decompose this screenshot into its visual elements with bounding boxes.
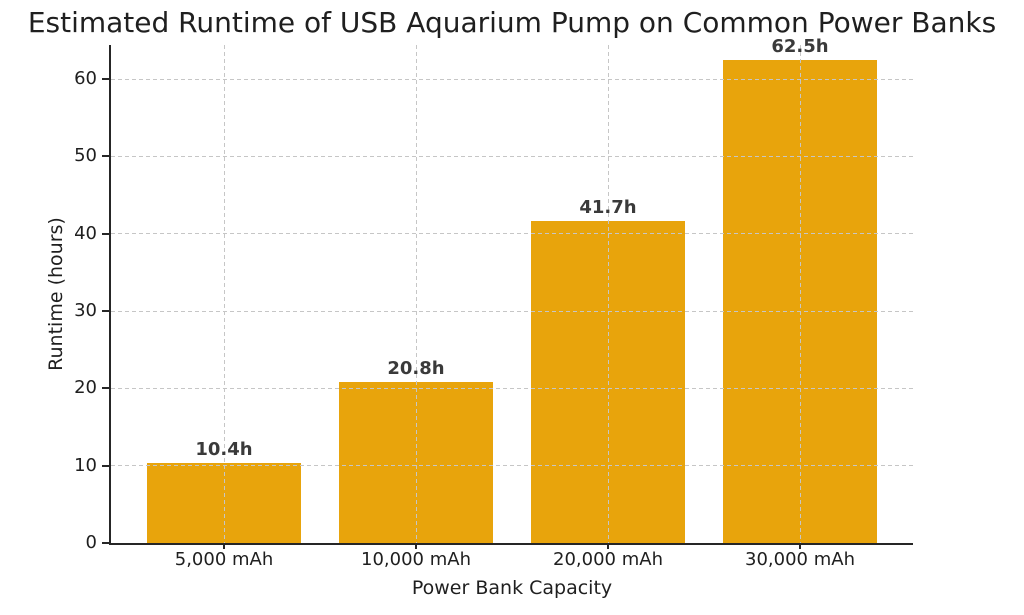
y-tick-mark — [102, 387, 111, 390]
y-tick-mark — [102, 464, 111, 467]
y-tick-label: 50 — [74, 145, 97, 167]
y-axis-spine — [109, 45, 111, 545]
x-tick-label: 20,000 mAh — [553, 549, 663, 570]
gridline-vertical — [607, 45, 609, 543]
gridlines — [111, 45, 913, 543]
x-tick-mark — [607, 543, 609, 549]
bar-value-label: 41.7h — [579, 196, 637, 218]
bar-value-labels: 10.4h 20.8h 41.7h 62.5h — [111, 36, 913, 543]
gridline-horizontal — [111, 310, 913, 312]
gridline-horizontal — [111, 465, 913, 467]
y-tick-mark — [102, 78, 111, 81]
gridline-horizontal — [111, 387, 913, 389]
gridline-vertical — [223, 45, 225, 543]
bar-value-label: 20.8h — [387, 358, 445, 380]
y-tick-mark — [102, 232, 111, 235]
x-tick-mark — [223, 543, 225, 549]
x-axis-label: Power Bank Capacity — [411, 577, 613, 599]
x-tick-mark — [799, 543, 801, 549]
y-tick-label: 20 — [74, 377, 97, 399]
gridline-horizontal — [111, 155, 913, 157]
y-tick-mark — [102, 155, 111, 158]
x-tick-label: 10,000 mAh — [361, 549, 471, 570]
bar-value-label: 10.4h — [195, 438, 253, 460]
y-tick-label: 60 — [74, 68, 97, 90]
bar-value-label: 62.5h — [771, 35, 829, 57]
gridline-vertical — [415, 45, 417, 543]
x-tick-label: 5,000 mAh — [174, 549, 274, 570]
y-tick-label: 40 — [74, 222, 97, 244]
y-tick-label: 0 — [85, 532, 97, 553]
y-tick-mark — [102, 310, 111, 312]
x-tick-label: 30,000 mAh — [745, 549, 855, 570]
y-tick-label: 10 — [74, 454, 97, 476]
gridline-horizontal — [111, 78, 913, 80]
x-axis-spine — [109, 543, 913, 545]
plot-area: 10.4h 20.8h 41.7h 62.5h — [102, 36, 913, 549]
y-tick-mark — [102, 542, 111, 544]
y-tick-label: 30 — [74, 300, 97, 321]
chart-title: Estimated Runtime of USB Aquarium Pump o… — [27, 6, 997, 39]
gridline-vertical — [799, 45, 801, 543]
gridline-horizontal — [111, 233, 913, 235]
x-tick-mark — [415, 543, 417, 549]
